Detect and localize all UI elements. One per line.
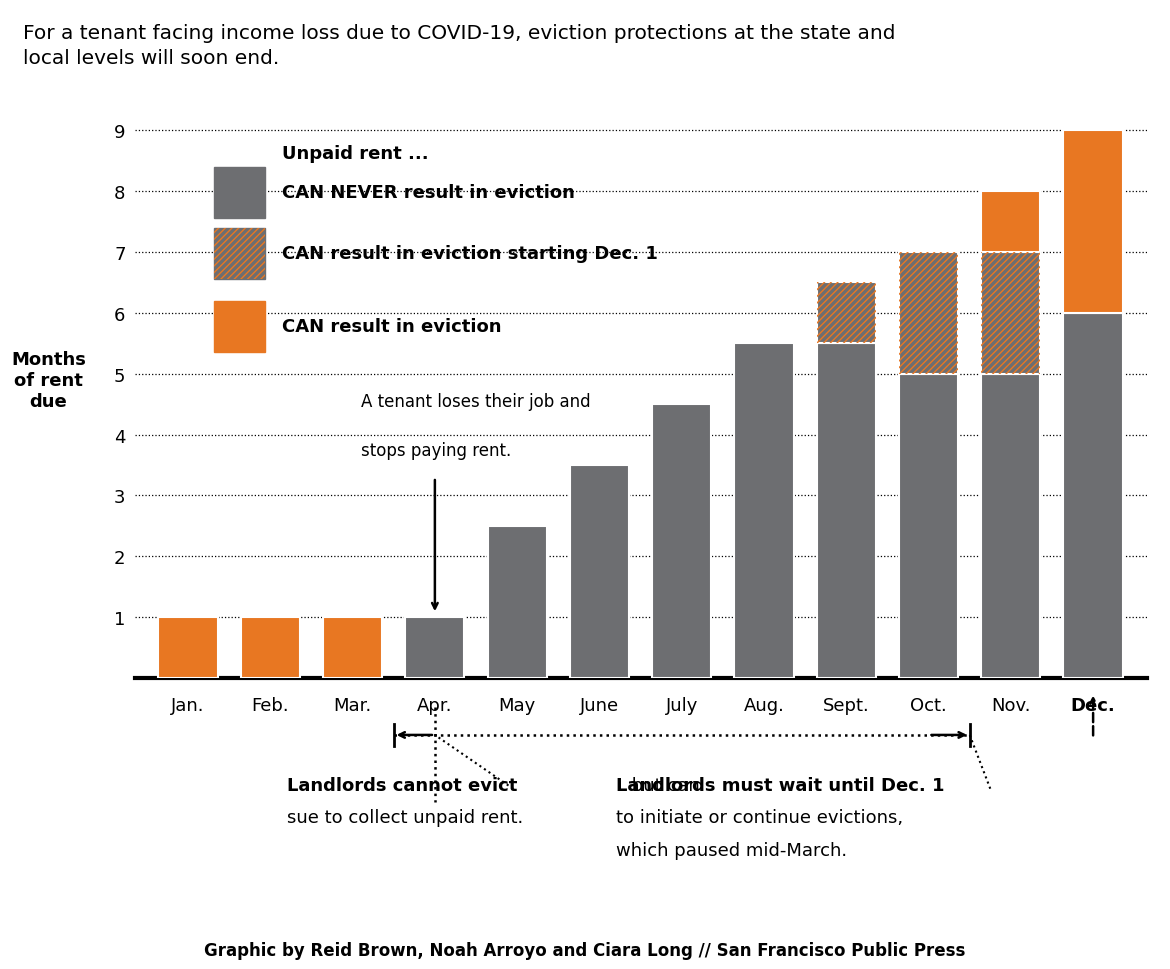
Text: Landlords cannot evict: Landlords cannot evict	[287, 776, 517, 794]
Bar	[323, 617, 383, 678]
Text: July: July	[666, 696, 697, 714]
Text: sue to collect unpaid rent.: sue to collect unpaid rent.	[287, 808, 523, 827]
Text: Graphic by Reid Brown, Noah Arroyo and Ciara Long // San Francisco Public Press: Graphic by Reid Brown, Noah Arroyo and C…	[205, 941, 965, 959]
Text: Jan.: Jan.	[171, 696, 205, 714]
Bar	[214, 168, 266, 219]
Bar	[982, 253, 1040, 374]
Text: For a tenant facing income loss due to COVID-19, eviction protections at the sta: For a tenant facing income loss due to C…	[23, 24, 896, 44]
Bar	[817, 283, 876, 344]
Text: to initiate or continue evictions,: to initiate or continue evictions,	[615, 808, 903, 827]
Bar	[817, 283, 876, 344]
Bar	[899, 253, 958, 374]
Bar	[214, 229, 266, 280]
Bar	[982, 253, 1040, 374]
Bar	[652, 405, 711, 678]
Text: May: May	[498, 696, 536, 714]
Text: local levels will soon end.: local levels will soon end.	[23, 48, 280, 68]
Text: which paused mid-March.: which paused mid-March.	[615, 841, 847, 859]
Bar	[214, 229, 266, 280]
Text: Apr.: Apr.	[418, 696, 453, 714]
Bar	[899, 253, 958, 374]
Text: Months
of rent
due: Months of rent due	[11, 351, 85, 410]
Bar	[570, 465, 629, 678]
Text: Dec.: Dec.	[1071, 696, 1115, 714]
Text: Oct.: Oct.	[910, 696, 947, 714]
Text: but can: but can	[626, 776, 700, 794]
Text: stops paying rent.: stops paying rent.	[360, 441, 511, 459]
Bar	[241, 617, 300, 678]
Text: CAN result in eviction starting Dec. 1: CAN result in eviction starting Dec. 1	[282, 245, 658, 263]
Bar	[1064, 131, 1123, 313]
Bar	[158, 617, 218, 678]
Bar	[488, 526, 546, 678]
Text: June: June	[580, 696, 619, 714]
Text: Aug.: Aug.	[744, 696, 784, 714]
Bar	[1064, 313, 1123, 678]
Bar	[214, 301, 266, 353]
Text: Sept.: Sept.	[823, 696, 869, 714]
Text: CAN result in eviction: CAN result in eviction	[282, 318, 501, 336]
Text: Unpaid rent ...: Unpaid rent ...	[282, 145, 428, 163]
Text: Nov.: Nov.	[991, 696, 1031, 714]
Text: A tenant loses their job and: A tenant loses their job and	[360, 392, 591, 411]
Bar	[899, 374, 958, 678]
Bar	[405, 617, 464, 678]
Text: Mar.: Mar.	[333, 696, 372, 714]
Bar	[982, 374, 1040, 678]
Bar	[982, 192, 1040, 253]
Bar	[735, 344, 793, 678]
Bar	[817, 344, 876, 678]
Text: Feb.: Feb.	[252, 696, 289, 714]
Text: CAN NEVER result in eviction: CAN NEVER result in eviction	[282, 184, 574, 202]
Text: Landlords must wait until Dec. 1: Landlords must wait until Dec. 1	[615, 776, 944, 794]
